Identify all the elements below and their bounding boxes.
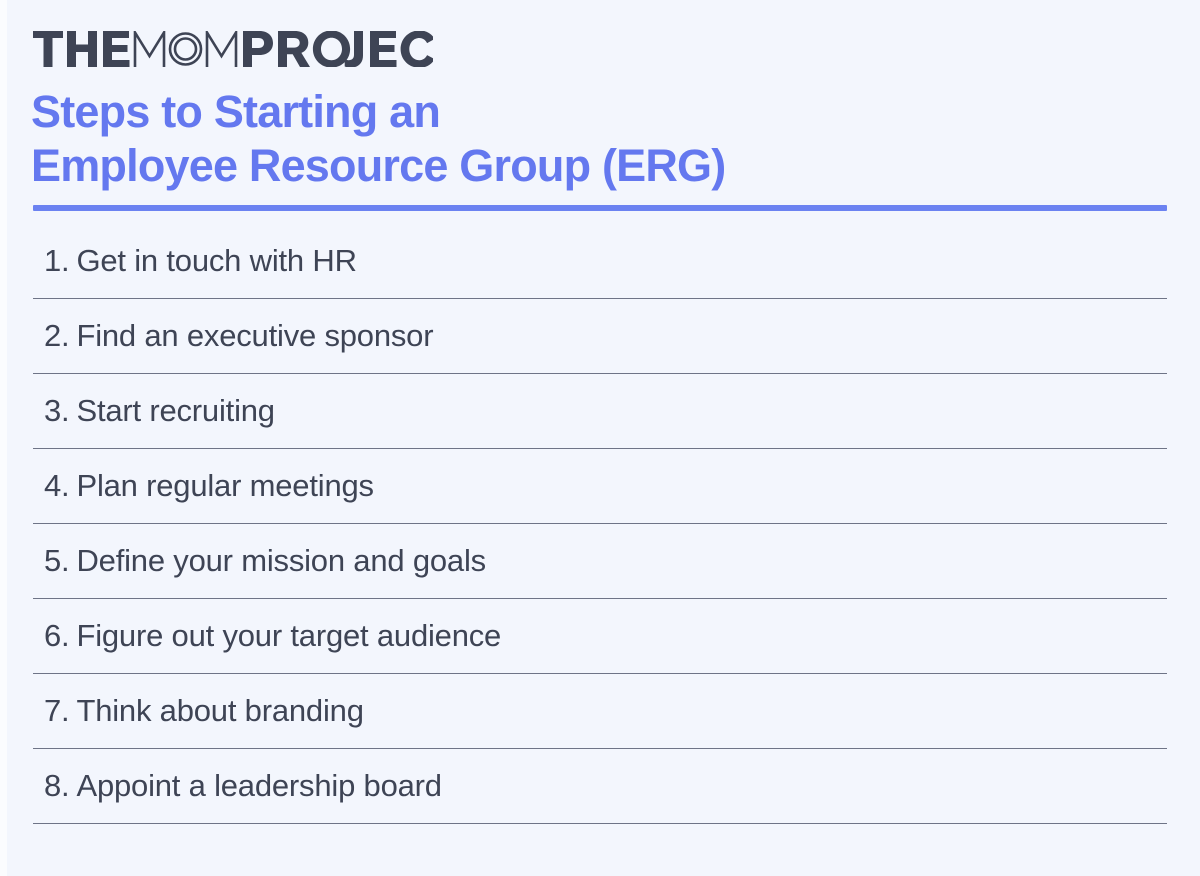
step-text: Plan regular meetings xyxy=(76,468,374,503)
page-title-line-2: Employee Resource Group (ERG) xyxy=(31,140,726,191)
step-text: Define your mission and goals xyxy=(76,543,486,578)
step-number: 1. xyxy=(44,243,70,278)
step-number: 3. xyxy=(44,393,70,428)
step-number: 4. xyxy=(44,468,70,503)
page-title: Steps to Starting an Employee Resource G… xyxy=(31,85,1171,193)
step-row: 7. Think about branding xyxy=(33,674,1167,749)
step-text: Find an executive sponsor xyxy=(76,318,434,353)
step-number: 5. xyxy=(44,543,70,578)
steps-list: 1. Get in touch with HR 2. Find an executiv… xyxy=(33,224,1167,824)
step-number: 6. xyxy=(44,618,70,653)
step-label: 4. Plan regular meetings xyxy=(33,468,374,504)
step-row: 3. Start recruiting xyxy=(33,374,1167,449)
step-label: 6. Figure out your target audience xyxy=(33,618,501,654)
the-mom-project-logo xyxy=(33,31,433,67)
step-row: 2. Find an executive sponsor xyxy=(33,299,1167,374)
heading-underline-rule xyxy=(33,205,1167,211)
step-label: 3. Start recruiting xyxy=(33,393,275,429)
step-text: Think about branding xyxy=(76,693,364,728)
step-label: 1. Get in touch with HR xyxy=(33,243,357,279)
step-text: Get in touch with HR xyxy=(76,243,357,278)
step-row: 1. Get in touch with HR xyxy=(33,224,1167,299)
step-text: Appoint a leadership board xyxy=(76,768,442,803)
step-row: 8. Appoint a leadership board xyxy=(33,749,1167,824)
step-row: 6. Figure out your target audience xyxy=(33,599,1167,674)
step-text: Figure out your target audience xyxy=(76,618,502,653)
step-label: 5. Define your mission and goals xyxy=(33,543,486,579)
step-number: 7. xyxy=(44,693,70,728)
step-row: 5. Define your mission and goals xyxy=(33,524,1167,599)
step-number: 2. xyxy=(44,318,70,353)
step-label: 8. Appoint a leadership board xyxy=(33,768,442,804)
step-number: 8. xyxy=(44,768,70,803)
step-label: 7. Think about branding xyxy=(33,693,364,729)
page-title-line-1: Steps to Starting an xyxy=(31,86,441,137)
step-text: Start recruiting xyxy=(76,393,275,428)
logo-wordmark-icon xyxy=(33,31,433,67)
step-row: 4. Plan regular meetings xyxy=(33,449,1167,524)
left-edge-strip xyxy=(0,0,7,876)
step-label: 2. Find an executive sponsor xyxy=(33,318,434,354)
